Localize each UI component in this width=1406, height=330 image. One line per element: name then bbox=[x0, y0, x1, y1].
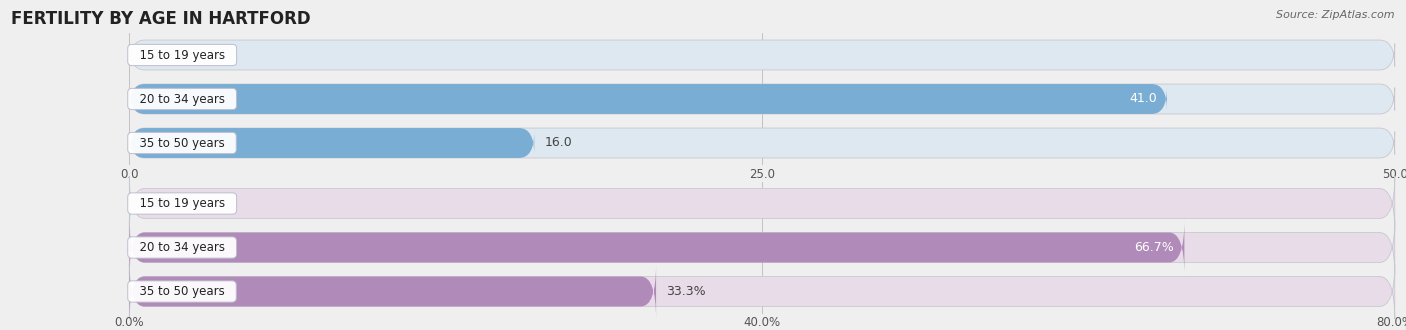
FancyBboxPatch shape bbox=[129, 84, 1167, 114]
Text: 35 to 50 years: 35 to 50 years bbox=[132, 285, 232, 298]
FancyBboxPatch shape bbox=[129, 84, 1395, 114]
FancyBboxPatch shape bbox=[129, 128, 534, 158]
Text: FERTILITY BY AGE IN HARTFORD: FERTILITY BY AGE IN HARTFORD bbox=[11, 10, 311, 28]
Text: 33.3%: 33.3% bbox=[666, 285, 706, 298]
Text: 41.0: 41.0 bbox=[1129, 92, 1157, 106]
Text: 35 to 50 years: 35 to 50 years bbox=[132, 137, 232, 149]
FancyBboxPatch shape bbox=[129, 264, 657, 319]
Text: 66.7%: 66.7% bbox=[1135, 241, 1174, 254]
Text: Source: ZipAtlas.com: Source: ZipAtlas.com bbox=[1277, 10, 1395, 20]
FancyBboxPatch shape bbox=[129, 264, 1395, 319]
Text: 16.0: 16.0 bbox=[544, 137, 572, 149]
Text: 15 to 19 years: 15 to 19 years bbox=[132, 49, 232, 61]
FancyBboxPatch shape bbox=[129, 220, 1395, 275]
Text: 0.0: 0.0 bbox=[139, 49, 159, 61]
Text: 20 to 34 years: 20 to 34 years bbox=[132, 241, 232, 254]
FancyBboxPatch shape bbox=[129, 176, 1395, 231]
FancyBboxPatch shape bbox=[129, 128, 1395, 158]
Text: 20 to 34 years: 20 to 34 years bbox=[132, 92, 232, 106]
Text: 15 to 19 years: 15 to 19 years bbox=[132, 197, 232, 210]
Text: 0.0%: 0.0% bbox=[139, 197, 172, 210]
FancyBboxPatch shape bbox=[129, 40, 1395, 70]
FancyBboxPatch shape bbox=[129, 220, 1184, 275]
